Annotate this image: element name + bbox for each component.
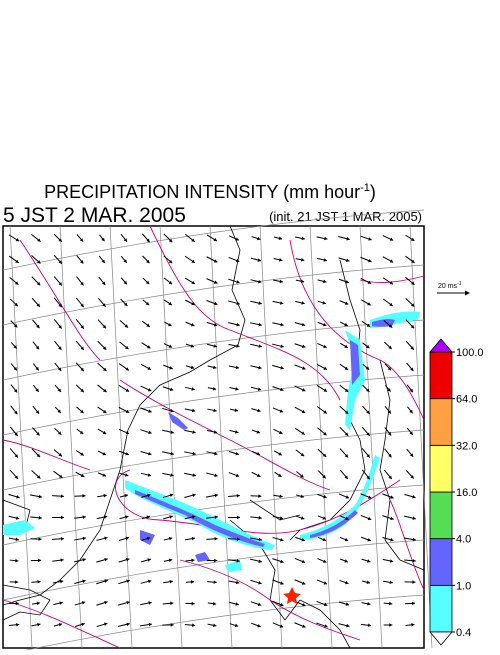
colorbar-band xyxy=(430,445,452,492)
colorbar-label: 1.0 xyxy=(456,580,471,592)
colorbar-label: 4.0 xyxy=(456,534,471,546)
colorbar-over xyxy=(430,339,452,352)
colorbar-under xyxy=(430,632,452,645)
colorbar-label: 16.0 xyxy=(456,487,477,499)
colorbar-label: 0.4 xyxy=(456,627,471,639)
title: PRECIPITATION INTENSITY (mm hour-1) xyxy=(44,182,376,202)
colorbar-band xyxy=(430,492,452,539)
wind-scale-label: 20 ms-1 xyxy=(438,281,462,290)
colorbar-band xyxy=(430,399,452,446)
wind-scale-unit: 20 ms xyxy=(438,283,458,290)
title-main: PRECIPITATION INTENSITY (mm hour xyxy=(44,182,360,202)
colorbar-band xyxy=(430,352,452,399)
valid-time: 5 JST 2 MAR. 2005 xyxy=(3,204,186,227)
wind-scale: 20 ms-1 xyxy=(437,281,470,296)
title-end: ) xyxy=(370,182,376,202)
colorbar: 0.4 1.0 4.0 16.0 32.0 64.0 100.0 xyxy=(430,339,484,645)
title-sup: -1 xyxy=(360,182,370,194)
colorbar-label: 64.0 xyxy=(456,394,477,406)
wind-scale-head xyxy=(465,291,470,296)
colorbar-band xyxy=(430,585,452,632)
wind-scale-sup: -1 xyxy=(457,281,462,287)
map xyxy=(3,210,432,650)
colorbar-label: 32.0 xyxy=(456,440,477,452)
colorbar-band xyxy=(430,539,452,586)
colorbar-label: 100.0 xyxy=(456,347,484,359)
